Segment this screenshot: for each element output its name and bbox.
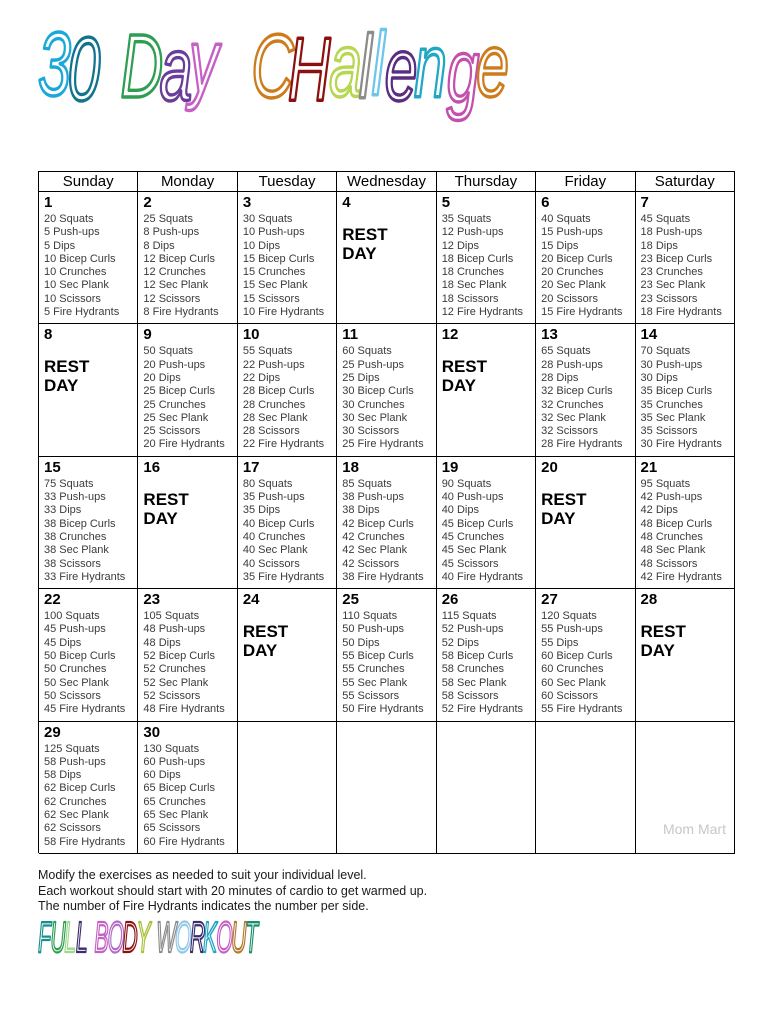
svg-text:D: D — [121, 17, 164, 118]
svg-text:D: D — [122, 918, 137, 962]
svg-text:3: 3 — [38, 15, 71, 116]
svg-text:e: e — [385, 20, 418, 121]
svg-text:O: O — [175, 918, 192, 962]
svg-text:O: O — [216, 918, 233, 962]
svg-text:a: a — [329, 16, 362, 117]
svg-text:L: L — [64, 918, 76, 962]
svg-text:L: L — [76, 918, 88, 962]
svg-text:O: O — [108, 918, 125, 962]
svg-text:a: a — [159, 20, 192, 121]
svg-text:T: T — [245, 918, 260, 962]
svg-text:B: B — [94, 918, 108, 962]
svg-text:y: y — [185, 12, 221, 113]
svg-text:0: 0 — [68, 20, 101, 121]
svg-text:g: g — [447, 22, 480, 123]
svg-text:H: H — [288, 20, 331, 121]
svg-text:n: n — [414, 17, 447, 118]
svg-text:e: e — [476, 16, 509, 117]
svg-text:Y: Y — [137, 918, 153, 962]
